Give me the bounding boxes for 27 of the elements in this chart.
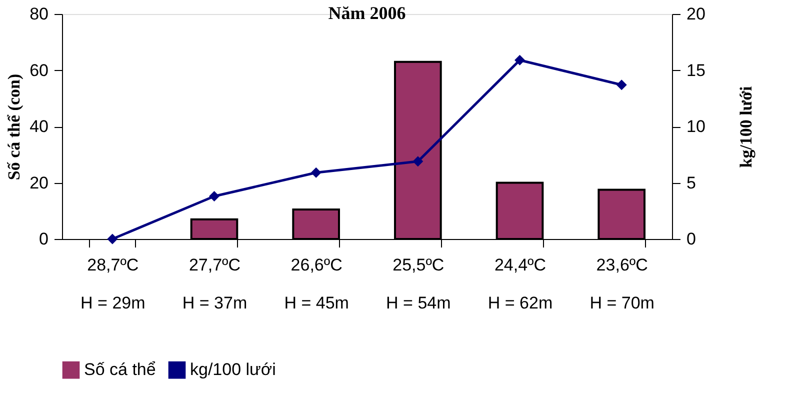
y-tick-label: 80 xyxy=(30,4,48,24)
y2-axis-title: kg/100 lưới xyxy=(736,86,756,168)
y2-tick-label: 5 xyxy=(686,173,696,192)
point xyxy=(310,167,322,178)
legend-label: kg/100 lưới xyxy=(190,360,276,380)
point xyxy=(514,54,525,66)
y2-tick-label: 10 xyxy=(686,117,706,136)
legend-label: Số cá thể xyxy=(84,360,156,380)
x-tick-label: 25,5ºC H = 54m xyxy=(386,256,451,312)
point xyxy=(616,80,627,90)
point xyxy=(412,156,424,167)
y-tick-label: 20 xyxy=(30,173,48,192)
y2-tick-label: 0 xyxy=(686,230,696,248)
x-tick-label: 23,6ºC H = 70m xyxy=(590,256,654,312)
x-tick-label: 28,7ºC H = 29m xyxy=(80,256,146,312)
point xyxy=(209,191,220,202)
y2-tick-label: 20 xyxy=(686,4,706,24)
x-tick-label: 26,6ºC H = 45m xyxy=(284,256,349,312)
y-tick-label: 60 xyxy=(30,60,48,80)
y-axis-title: Số cá thể (con) xyxy=(4,74,24,180)
point xyxy=(107,234,118,244)
chart-title: Năm 2006 xyxy=(328,3,406,23)
x-tick-label: 27,7ºC H = 37m xyxy=(182,256,248,312)
y-tick-label: 0 xyxy=(39,230,48,248)
x-tick-label: 24,4ºC H = 62m xyxy=(488,256,553,312)
y-tick-label: 40 xyxy=(30,117,48,136)
y2-tick-label: 15 xyxy=(686,60,706,80)
